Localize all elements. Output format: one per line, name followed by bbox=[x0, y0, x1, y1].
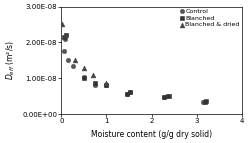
Blanched bbox=[125, 93, 129, 95]
Blanched bbox=[203, 101, 207, 103]
Legend: Control, Blanched, Blanched & dried: Control, Blanched, Blanched & dried bbox=[179, 8, 240, 28]
Control bbox=[66, 59, 70, 61]
Blanched & dried bbox=[104, 82, 108, 84]
Control bbox=[63, 38, 67, 40]
Blanched & dried bbox=[91, 74, 95, 76]
Control bbox=[93, 84, 97, 86]
X-axis label: Moisture content (g/g dry solid): Moisture content (g/g dry solid) bbox=[91, 130, 212, 139]
Control bbox=[62, 50, 66, 53]
Control bbox=[165, 95, 169, 97]
Blanched bbox=[93, 82, 97, 84]
Blanched bbox=[104, 84, 108, 87]
Control bbox=[162, 96, 166, 98]
Blanched bbox=[167, 95, 171, 97]
Y-axis label: $D_{eff}$ (m²/s): $D_{eff}$ (m²/s) bbox=[4, 40, 17, 80]
Blanched bbox=[64, 34, 68, 36]
Control bbox=[71, 65, 75, 67]
Blanched & dried bbox=[82, 66, 86, 69]
Control bbox=[125, 93, 129, 95]
Blanched & dried bbox=[60, 23, 64, 25]
Blanched bbox=[205, 100, 209, 102]
Blanched & dried bbox=[62, 34, 66, 36]
Control bbox=[128, 90, 132, 93]
Blanched bbox=[62, 36, 66, 38]
Control bbox=[104, 84, 108, 86]
Blanched & dried bbox=[73, 59, 77, 61]
Control bbox=[201, 101, 205, 103]
Control bbox=[82, 75, 86, 78]
Blanched bbox=[128, 90, 132, 93]
Blanched bbox=[82, 77, 86, 79]
Blanched bbox=[162, 96, 166, 98]
